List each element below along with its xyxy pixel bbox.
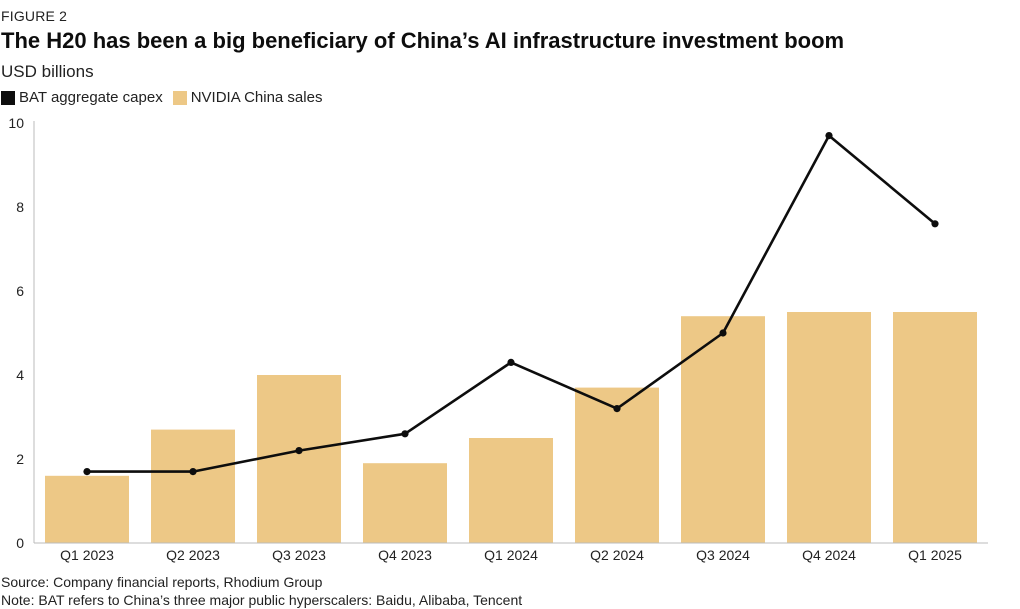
legend-item-nvidia: NVIDIA China sales <box>172 89 323 106</box>
bar-nvidia-q1-2025 <box>893 312 977 543</box>
x-tick-label: Q2 2023 <box>166 547 220 563</box>
legend: BAT aggregate capex NVIDIA China sales <box>1 89 332 106</box>
point-bat-capex-q2-2023 <box>189 468 197 476</box>
bar-nvidia-q3-2023 <box>257 375 341 543</box>
x-tick-label: Q3 2024 <box>696 547 750 563</box>
x-tick-label: Q1 2023 <box>60 547 114 563</box>
chart-title: The H20 has been a big beneficiary of Ch… <box>1 28 845 53</box>
point-bat-capex-q1-2025 <box>931 220 939 228</box>
point-bat-capex-q4-2024 <box>825 132 833 140</box>
bar-nvidia-q1-2023 <box>45 475 129 543</box>
legend-item-capex: BAT aggregate capex <box>1 89 163 106</box>
footnote: Note: BAT refers to China’s three major … <box>1 592 523 608</box>
x-tick-label: Q2 2024 <box>590 547 644 563</box>
y-tick-label: 2 <box>16 451 24 467</box>
x-tick-label: Q1 2024 <box>484 547 538 563</box>
figure-label: FIGURE 2 <box>1 8 68 24</box>
bar-nvidia-q1-2024 <box>469 438 553 543</box>
y-tick-label: 0 <box>16 535 24 551</box>
point-bat-capex-q2-2024 <box>613 405 621 413</box>
point-bat-capex-q3-2023 <box>295 447 303 455</box>
bar-nvidia-q3-2024 <box>681 316 765 543</box>
x-tick-label: Q1 2025 <box>908 547 962 563</box>
legend-swatch-capex <box>1 90 15 105</box>
legend-swatch-nvidia <box>172 90 187 105</box>
x-tick-label: Q4 2023 <box>378 547 432 563</box>
chart-subtitle: USD billions <box>1 62 94 81</box>
bar-nvidia-q2-2024 <box>575 387 659 543</box>
legend-label-capex: BAT aggregate capex <box>19 89 163 106</box>
source-note: Source: Company financial reports, Rhodi… <box>1 574 323 590</box>
bar-nvidia-q4-2023 <box>363 463 447 543</box>
y-tick-label: 10 <box>8 115 24 131</box>
x-tick-label: Q3 2023 <box>272 547 326 563</box>
y-tick-label: 4 <box>16 367 24 383</box>
y-tick-label: 6 <box>16 283 24 299</box>
y-tick-label: 8 <box>16 199 24 215</box>
point-bat-capex-q1-2023 <box>83 468 91 476</box>
point-bat-capex-q4-2023 <box>401 430 409 438</box>
legend-label-nvidia: NVIDIA China sales <box>190 89 323 106</box>
point-bat-capex-q3-2024 <box>719 329 727 337</box>
x-tick-label: Q4 2024 <box>802 547 856 563</box>
bar-nvidia-q4-2024 <box>787 312 871 543</box>
bar-nvidia-q2-2023 <box>151 429 235 543</box>
point-bat-capex-q1-2024 <box>507 358 515 366</box>
